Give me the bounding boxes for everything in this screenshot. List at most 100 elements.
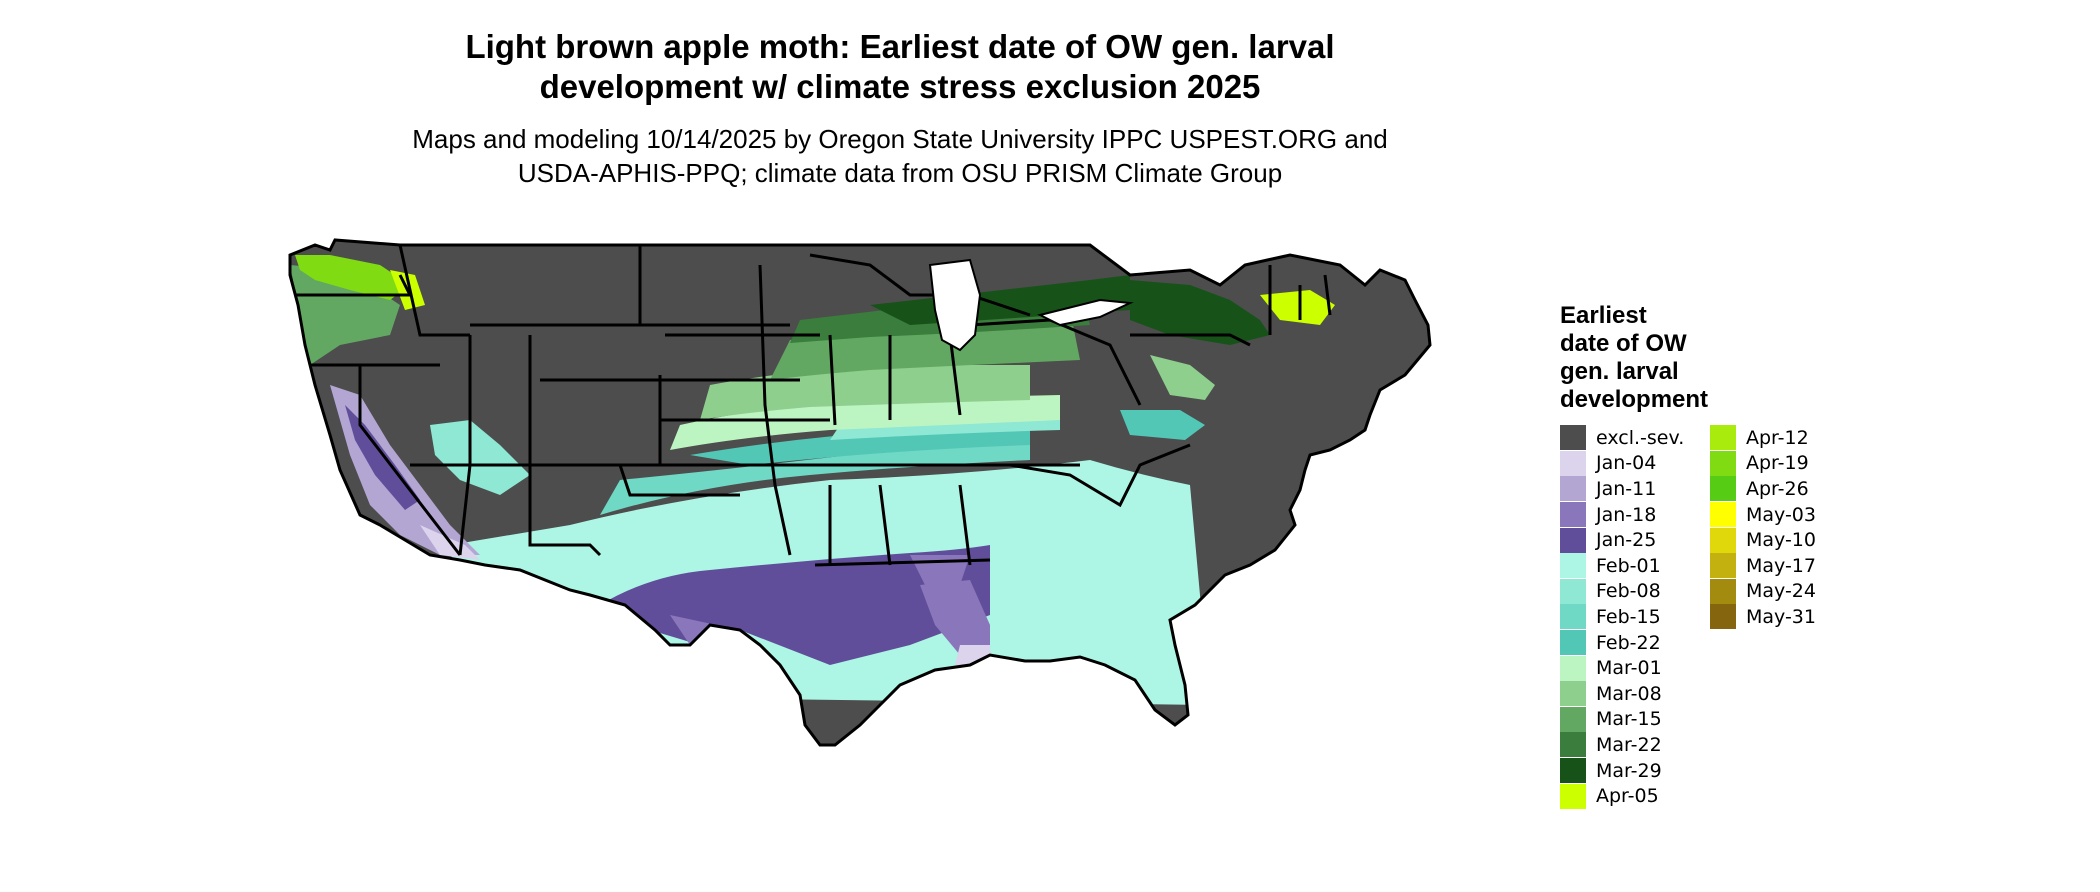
legend-item: Apr-19 <box>1710 450 1816 477</box>
boundary-gulf-states <box>814 558 991 567</box>
legend-swatch <box>1710 450 1736 476</box>
legend-swatch <box>1560 783 1586 809</box>
legend-label: Feb-15 <box>1596 605 1661 628</box>
legend-item: May-31 <box>1710 604 1816 630</box>
legend-title: Earliest date of OW gen. larval developm… <box>1560 302 1760 414</box>
region-apr-05-new-england <box>1260 290 1335 325</box>
legend-item: Feb-08 <box>1560 578 1684 605</box>
lake-erie <box>1037 298 1134 327</box>
legend-item: May-10 <box>1710 527 1816 553</box>
legend-item: Jan-25 <box>1560 527 1684 553</box>
legend-swatch <box>1710 502 1736 528</box>
legend-item: Apr-05 <box>1560 783 1684 809</box>
legend-label: Jan-04 <box>1596 452 1657 475</box>
legend-label: May-31 <box>1746 605 1816 628</box>
legend-label: May-17 <box>1746 554 1816 577</box>
legend-swatch <box>1710 553 1736 579</box>
legend-item: May-03 <box>1710 502 1816 528</box>
legend-label: Apr-12 <box>1746 426 1809 449</box>
legend-label: Jan-18 <box>1596 503 1657 526</box>
region-jan-18-florida <box>920 580 990 665</box>
legend-item: Feb-15 <box>1560 604 1684 630</box>
legend-swatch <box>1560 527 1586 553</box>
legend-label: Mar-01 <box>1596 657 1662 680</box>
boundary-texas-oklahoma <box>618 464 740 497</box>
legend-column-2: Apr-12 Apr-19 Apr-26 May-03 May-10 May-17 May-… <box>1710 425 1816 630</box>
legend-label: Mar-08 <box>1596 682 1662 705</box>
region-jan-11-california <box>330 385 480 555</box>
legend-swatch <box>1560 604 1586 630</box>
boundary-ohio-valley <box>828 334 962 426</box>
legend-swatch <box>1560 502 1586 528</box>
legend-item: Mar-22 <box>1560 732 1684 758</box>
region-feb-22 <box>690 430 1030 465</box>
map-subtitle-line-2: USDA-APHIS-PPQ; climate data from OSU PR… <box>517 158 1283 188</box>
legend-item: Feb-22 <box>1560 630 1684 656</box>
legend-item: Jan-18 <box>1560 502 1684 528</box>
legend-label: Apr-26 <box>1746 477 1809 500</box>
legend-item: May-24 <box>1710 578 1816 605</box>
legend-label: Apr-05 <box>1596 785 1659 808</box>
legend-item: Jan-04 <box>1560 450 1684 477</box>
legend-item: Mar-15 <box>1560 706 1684 733</box>
legend-swatch <box>1560 425 1586 451</box>
region-apr-19-washington <box>295 255 410 300</box>
map-subtitle: Maps and modeling 10/14/2025 by Oregon S… <box>300 122 1500 190</box>
boundary-california-nevada <box>358 365 462 556</box>
legend-item: Mar-29 <box>1560 758 1684 784</box>
legend-label: Apr-19 <box>1746 452 1809 475</box>
boundary-idaho-montana <box>398 244 470 337</box>
state-boundaries <box>295 244 1332 567</box>
region-mar-01 <box>670 395 1060 450</box>
boundary-appalachian <box>969 318 1142 406</box>
legend-title-line: development <box>1560 386 1709 413</box>
legend-swatch <box>1710 578 1736 604</box>
region-feb-08-southwest <box>430 420 530 495</box>
boundary-texas <box>528 465 602 557</box>
legend-swatch <box>1710 527 1736 553</box>
legend-swatch <box>1560 706 1586 732</box>
legend-swatch <box>1560 732 1586 758</box>
legend-label: Jan-25 <box>1596 529 1657 552</box>
region-mar-08-mid-atlantic <box>1150 355 1215 400</box>
legend-label: May-10 <box>1746 529 1816 552</box>
map-title-line-1: Light brown apple moth: Earliest date of… <box>465 28 1335 65</box>
boundary-new-england <box>1268 265 1332 335</box>
legend-item: Mar-08 <box>1560 681 1684 707</box>
map-title-line-2: development w/ climate stress exclusion … <box>539 68 1261 105</box>
legend-label: Jan-11 <box>1596 477 1657 500</box>
legend-label: May-03 <box>1746 503 1816 526</box>
legend-swatch <box>1560 681 1586 707</box>
legend-title-line: gen. larval <box>1560 358 1679 385</box>
boundary-great-lakes <box>809 253 1031 317</box>
boundary-deep-south <box>828 484 972 566</box>
legend-swatch <box>1710 425 1736 451</box>
region-feb-15 <box>600 435 1030 515</box>
legend-label: May-24 <box>1746 580 1816 603</box>
legend-swatch <box>1710 476 1736 502</box>
legend-item: excl.-sev. <box>1560 425 1684 451</box>
boundary-new-york-pa <box>1130 333 1251 347</box>
legend-label: Mar-29 <box>1596 759 1662 782</box>
legend-item: Feb-01 <box>1560 553 1684 579</box>
legend-label: Mar-22 <box>1596 733 1662 756</box>
legend-item: Mar-01 <box>1560 655 1684 681</box>
legend-label: Feb-01 <box>1596 554 1661 577</box>
region-mar-29-northeast <box>1130 280 1270 345</box>
us-map <box>288 238 1432 747</box>
legend-item: Apr-26 <box>1710 476 1816 502</box>
legend-swatch <box>1560 578 1586 604</box>
region-feb-22-carolinas <box>1120 410 1205 440</box>
legend-swatch <box>1710 604 1736 630</box>
legend-item: Apr-12 <box>1710 425 1816 451</box>
map-title: Light brown apple moth: Earliest date of… <box>300 27 1500 107</box>
legend-swatch <box>1560 476 1586 502</box>
legend-swatch <box>1560 553 1586 579</box>
lake-michigan <box>928 258 982 352</box>
legend-swatch <box>1560 450 1586 476</box>
legend-item: May-17 <box>1710 553 1816 579</box>
legend-swatch <box>1560 630 1586 656</box>
legend-column-1: excl.-sev. Jan-04 Jan-11 Jan-18 Jan-25 Feb-01… <box>1560 425 1684 809</box>
legend-label: Feb-08 <box>1596 580 1661 603</box>
legend-label: Feb-22 <box>1596 631 1661 654</box>
